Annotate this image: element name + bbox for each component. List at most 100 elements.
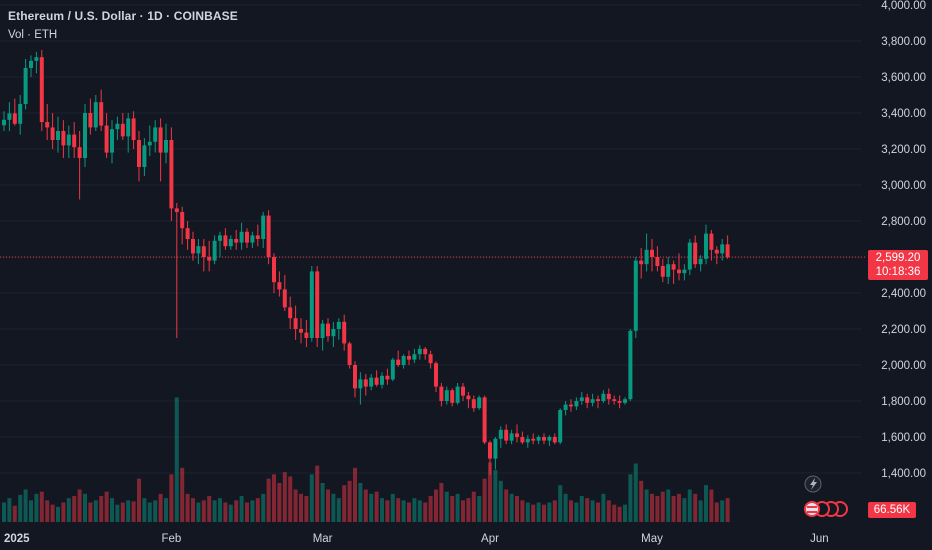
candle — [12, 98, 17, 126]
volume-bar — [633, 463, 638, 522]
candle — [255, 224, 260, 247]
candle-body — [315, 271, 320, 338]
candle-body — [288, 307, 293, 319]
candle-body — [569, 404, 573, 407]
candle-body — [34, 57, 39, 61]
volume-bar — [315, 465, 320, 522]
candle-body — [320, 323, 325, 338]
volume-bar — [412, 498, 417, 522]
candle-body — [282, 289, 287, 308]
candle — [612, 395, 617, 405]
time-axis[interactable]: 2025 Feb Mar Apr May Jun — [4, 533, 829, 545]
candle — [320, 320, 325, 351]
volume-bars — [2, 397, 730, 522]
candle — [250, 231, 255, 248]
candle-body — [180, 212, 185, 229]
event-markers[interactable] — [804, 475, 848, 517]
volume-bar — [282, 472, 287, 522]
volume-bar — [34, 493, 39, 522]
candle-body — [272, 257, 276, 283]
candle — [682, 264, 687, 281]
volume-bar — [655, 496, 660, 522]
candle-body — [444, 390, 449, 401]
candle-body — [401, 356, 406, 365]
volume-bar — [596, 502, 600, 522]
candle-body — [212, 240, 217, 261]
us-flag-icon[interactable] — [804, 501, 820, 517]
volume-label[interactable]: Vol · ETH — [8, 29, 58, 41]
candle-body — [110, 129, 114, 153]
candle — [72, 122, 77, 158]
volume-bar — [428, 496, 433, 522]
candle — [34, 51, 39, 74]
candle-body — [23, 68, 28, 104]
volume-bar — [725, 498, 730, 522]
candle-body — [363, 379, 368, 387]
candle — [120, 113, 125, 140]
candle — [180, 206, 185, 245]
candle — [39, 50, 44, 131]
candle — [498, 426, 503, 448]
candle — [104, 113, 109, 158]
volume-bar — [347, 480, 352, 522]
volume-bar — [396, 498, 401, 522]
candle-body — [299, 329, 303, 333]
candle-body — [239, 231, 244, 243]
volume-bar — [261, 493, 266, 522]
symbol-title[interactable]: Ethereum / U.S. Dollar · 1D · COINBASE — [8, 9, 238, 23]
candle-body — [585, 397, 590, 403]
candle — [482, 395, 487, 445]
volume-bar — [461, 500, 465, 522]
candle-body — [380, 375, 384, 385]
price-tick-label: 3,000.00 — [881, 180, 926, 192]
volume-bar — [466, 498, 471, 522]
volume-bar — [509, 493, 514, 522]
candle — [374, 370, 379, 387]
candle-body — [126, 118, 131, 137]
volume-bar — [158, 493, 163, 522]
volume-bar — [482, 478, 487, 522]
candle — [380, 372, 384, 389]
candle-body — [606, 393, 611, 400]
volume-bar — [336, 498, 341, 522]
candle — [461, 383, 465, 401]
candle — [61, 120, 66, 158]
candle — [266, 210, 271, 265]
candle-body — [466, 395, 471, 400]
volume-bar — [23, 489, 28, 522]
volume-bar — [299, 493, 303, 522]
volume-bar — [358, 483, 363, 522]
candle — [655, 246, 660, 272]
candle-body — [450, 390, 455, 403]
current-volume-tag: 66.56K — [868, 502, 916, 518]
volume-bar — [536, 502, 541, 522]
candle-body — [655, 257, 660, 266]
volume-bar — [342, 485, 347, 522]
volume-bar — [309, 474, 314, 522]
candle — [93, 95, 98, 131]
candle — [201, 239, 206, 272]
candle — [212, 235, 217, 265]
candle-body — [709, 233, 714, 250]
volume-bar — [223, 502, 228, 522]
candle — [336, 318, 341, 340]
candle — [66, 125, 71, 158]
candle-body — [579, 397, 584, 401]
candle-body — [12, 113, 17, 124]
current-price-value: 2,599.20 — [875, 252, 921, 264]
volume-bar — [477, 496, 482, 522]
candle-body — [552, 437, 557, 443]
candle-body — [509, 433, 514, 441]
candle-body — [650, 249, 654, 257]
candle-body — [169, 140, 174, 209]
candle — [579, 392, 584, 405]
price-axis[interactable]: 4,000.00 3,800.00 3,600.00 3,400.00 3,200.00… — [881, 0, 926, 480]
volume-bar — [493, 470, 498, 522]
candle — [596, 395, 600, 409]
candle-body — [515, 433, 519, 437]
candle — [174, 203, 179, 338]
candle — [471, 395, 476, 412]
volume-bar — [434, 489, 438, 522]
candle — [353, 361, 357, 398]
